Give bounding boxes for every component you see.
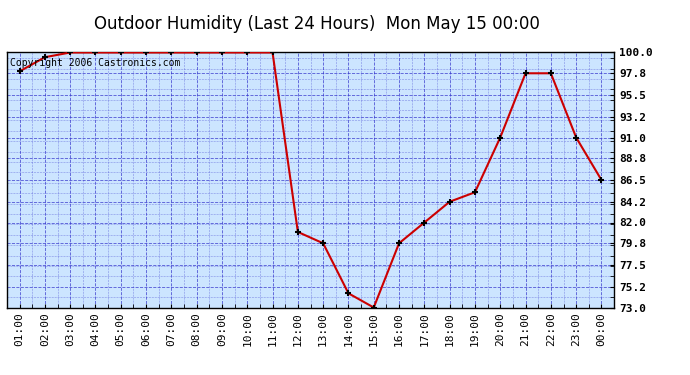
Text: Copyright 2006 Castronics.com: Copyright 2006 Castronics.com <box>10 58 180 68</box>
Text: Outdoor Humidity (Last 24 Hours)  Mon May 15 00:00: Outdoor Humidity (Last 24 Hours) Mon May… <box>95 15 540 33</box>
